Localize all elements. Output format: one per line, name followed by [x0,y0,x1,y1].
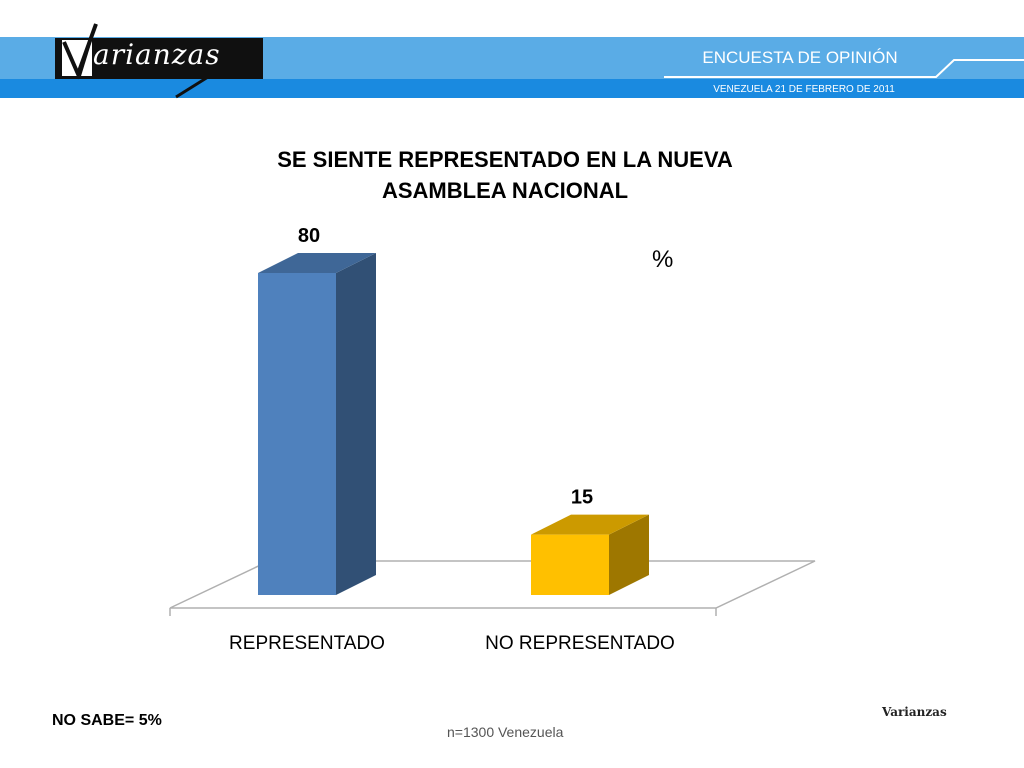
brand-watermark: Varianzas [882,705,947,719]
varianzas-logo-icon [62,23,233,99]
header-decoration-line [664,59,1024,78]
sample-size-note: n=1300 Venezuela [447,724,564,740]
bar-1 [258,253,376,595]
no-sabe-note: NO SABE= 5% [52,712,162,729]
header-subbanner [0,79,1024,98]
header-subtitle: VENEZUELA 21 DE FEBRERO DE 2011 [713,84,895,95]
chart-unit-label: % [652,246,674,273]
logo-text: arianzas [93,38,221,71]
bar-2 [531,514,649,595]
header-title: ENCUESTA DE OPINIÓN [702,48,898,67]
category-label: NO REPRESENTADO [485,633,675,654]
bar-top [258,253,376,273]
bar-value-label: 80 [298,225,320,247]
bar-side [609,514,649,595]
bar-front [258,273,336,595]
bar-top [531,514,649,535]
bar-side [336,253,376,595]
bar-value-label: 15 [571,487,593,509]
category-label: REPRESENTADO [229,633,385,654]
bar-front [531,534,609,595]
bar-chart: 80 REPRESENTADO 15 NO REPRESENTADO [169,225,816,654]
chart-title: SE SIENTE REPRESENTADO EN LA NUEVA ASAMB… [277,147,733,203]
